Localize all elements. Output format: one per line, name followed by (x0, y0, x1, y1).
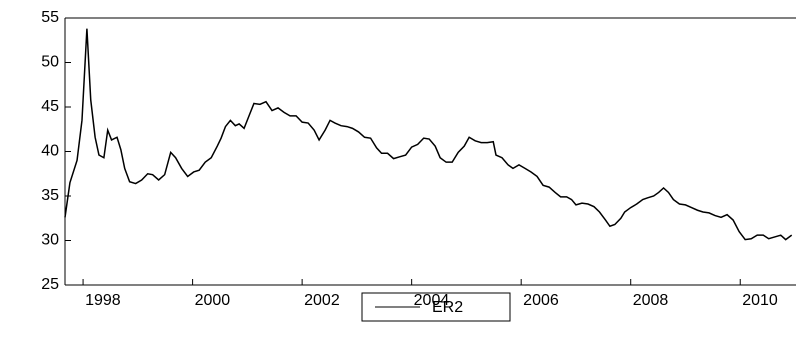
x-tick-label: 2002 (304, 292, 340, 309)
legend-box (361, 292, 511, 322)
y-tick-label: 45 (41, 98, 59, 115)
data-line (64, 28, 793, 241)
x-tick-label: 2000 (195, 292, 231, 309)
y-tick-label: 50 (41, 54, 59, 71)
y-tick-label: 30 (41, 232, 59, 249)
x-tick-label: 1998 (85, 292, 121, 309)
x-tick-label: 2006 (523, 292, 559, 309)
y-tick-label: 35 (41, 187, 59, 204)
y-tick-label: 25 (41, 276, 59, 293)
plot-frame (64, 17, 796, 286)
x-tick-label: 2010 (742, 292, 778, 309)
y-tick-label: 40 (41, 143, 59, 160)
x-tick-label: 2008 (633, 292, 669, 309)
legend-label: ER2 (432, 299, 463, 316)
y-tick-label: 55 (41, 9, 59, 26)
x-tick-label: 2004 (414, 292, 450, 309)
